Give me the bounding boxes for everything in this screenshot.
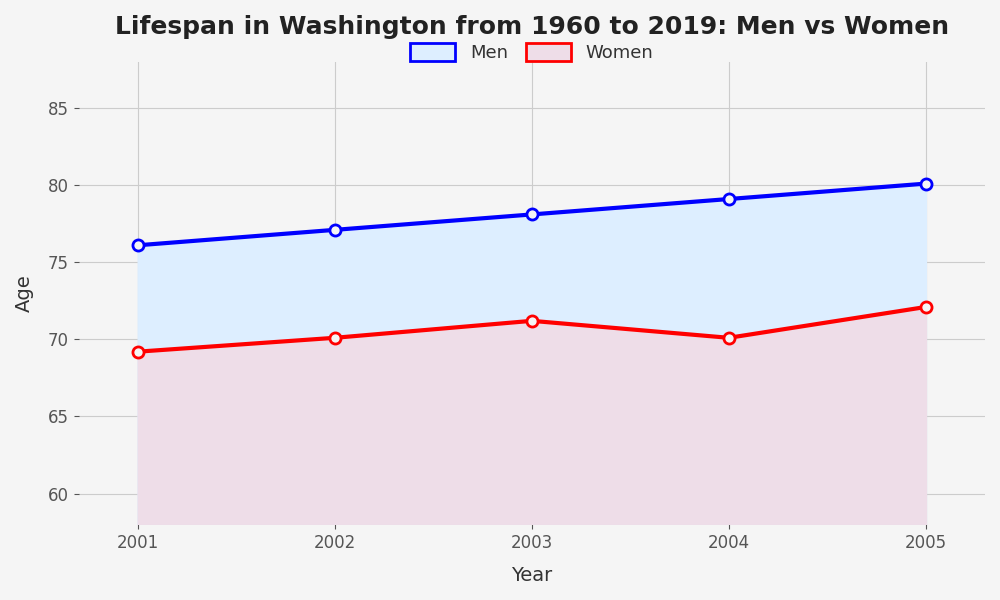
Legend: Men, Women: Men, Women: [401, 34, 662, 71]
Y-axis label: Age: Age: [15, 274, 34, 312]
Title: Lifespan in Washington from 1960 to 2019: Men vs Women: Lifespan in Washington from 1960 to 2019…: [115, 15, 949, 39]
X-axis label: Year: Year: [511, 566, 552, 585]
